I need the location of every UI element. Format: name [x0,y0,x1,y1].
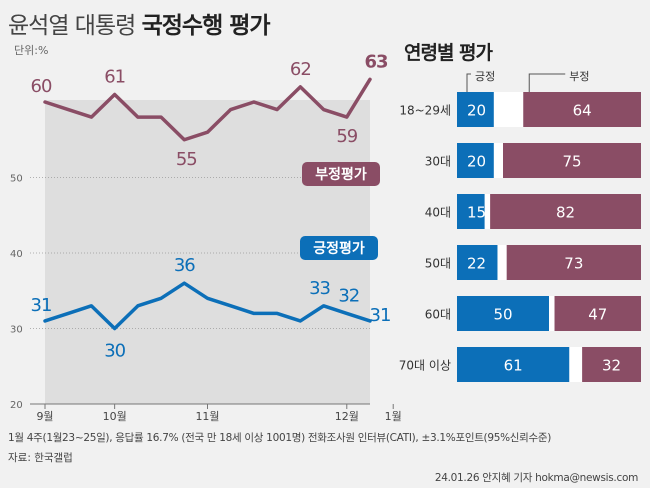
source: 자료: 한국갤럽 [8,452,73,464]
bar-positive [457,194,485,229]
x-tick-label: 12월 [335,410,359,423]
y-tick-label: 20 [10,400,23,411]
y-tick-label: 40 [10,249,23,260]
bar-value-positive: 22 [467,255,486,273]
bar-category-label: 70대 이상 [399,359,451,373]
series-line [43,281,372,331]
bar-value-negative: 75 [562,153,581,171]
bar-category-label: 30대 [425,155,451,169]
bar-positive [457,143,494,178]
bar-positive [457,296,549,331]
bar-positive [457,92,494,127]
data-label: 59 [336,126,357,147]
bar-value-negative: 73 [564,255,583,273]
bar-category-label: 50대 [425,257,451,271]
bar-negative [490,194,641,229]
data-label: 36 [174,255,195,276]
x-tick-label: 9월 [36,410,53,423]
bar-negative [554,296,641,331]
bar-negative [506,245,641,280]
data-label: 63 [364,51,388,72]
legend-bracket-negative [528,73,566,92]
data-label: 30 [104,341,125,362]
series-name-box [302,162,380,186]
y-tick-label: 30 [10,325,23,336]
bar-negative [582,347,641,382]
footnote: 1월 4주(1월23~25일), 응답률 16.7% (전국 만 18세 이상 … [8,432,552,444]
series-name-label: 부정평가 [315,166,367,183]
page-title: 윤석열 대통령 국정수행 평가 [8,6,271,40]
series-line [43,77,372,142]
data-label: 33 [309,278,330,299]
y-tick-label: 50 [10,174,23,185]
bar-value-negative: 82 [556,204,575,222]
bar-value-positive: 15 [467,204,486,222]
x-tick-label: 1월 [385,410,402,423]
title-bold: 국정수행 평가 [141,13,271,39]
unit-label: 단위:% [14,44,49,57]
bar-value-negative: 47 [588,306,607,324]
legend-bracket-positive [466,73,471,92]
bar-value-positive: 20 [467,153,486,171]
bar-positive [457,245,498,280]
legend-negative: 부정 [569,70,589,83]
data-label: 55 [176,149,197,170]
bar-value-positive: 20 [467,102,486,120]
bar-value-negative: 32 [602,357,621,375]
data-label: 31 [31,295,52,316]
bar-category-label: 60대 [425,308,451,322]
bar-positive [457,347,570,382]
bar-negative [503,143,641,178]
bar-value-positive: 61 [504,357,523,375]
legend-positive: 긍정 [475,70,495,83]
data-label: 61 [104,66,125,87]
series-name-label: 긍정평가 [313,240,365,257]
title-plain: 윤석열 대통령 [8,13,136,39]
bar-value-negative: 64 [573,102,592,120]
x-tick-label: 11월 [195,410,219,423]
data-label: 31 [370,305,391,326]
data-label: 32 [338,285,359,306]
age-panel-title: 연령별 평가 [404,42,493,64]
bar-category-label: 40대 [425,206,451,220]
bar-category-label: 18~29세 [399,104,451,118]
bar-value-positive: 50 [493,306,512,324]
data-label: 62 [290,59,311,80]
bar-negative [523,92,641,127]
byline: 24.01.26 안지혜 기자 hokma@newsis.com [434,472,638,484]
x-tick-label: 10월 [103,410,127,423]
data-label: 60 [31,76,52,97]
series-name-box [300,236,378,260]
